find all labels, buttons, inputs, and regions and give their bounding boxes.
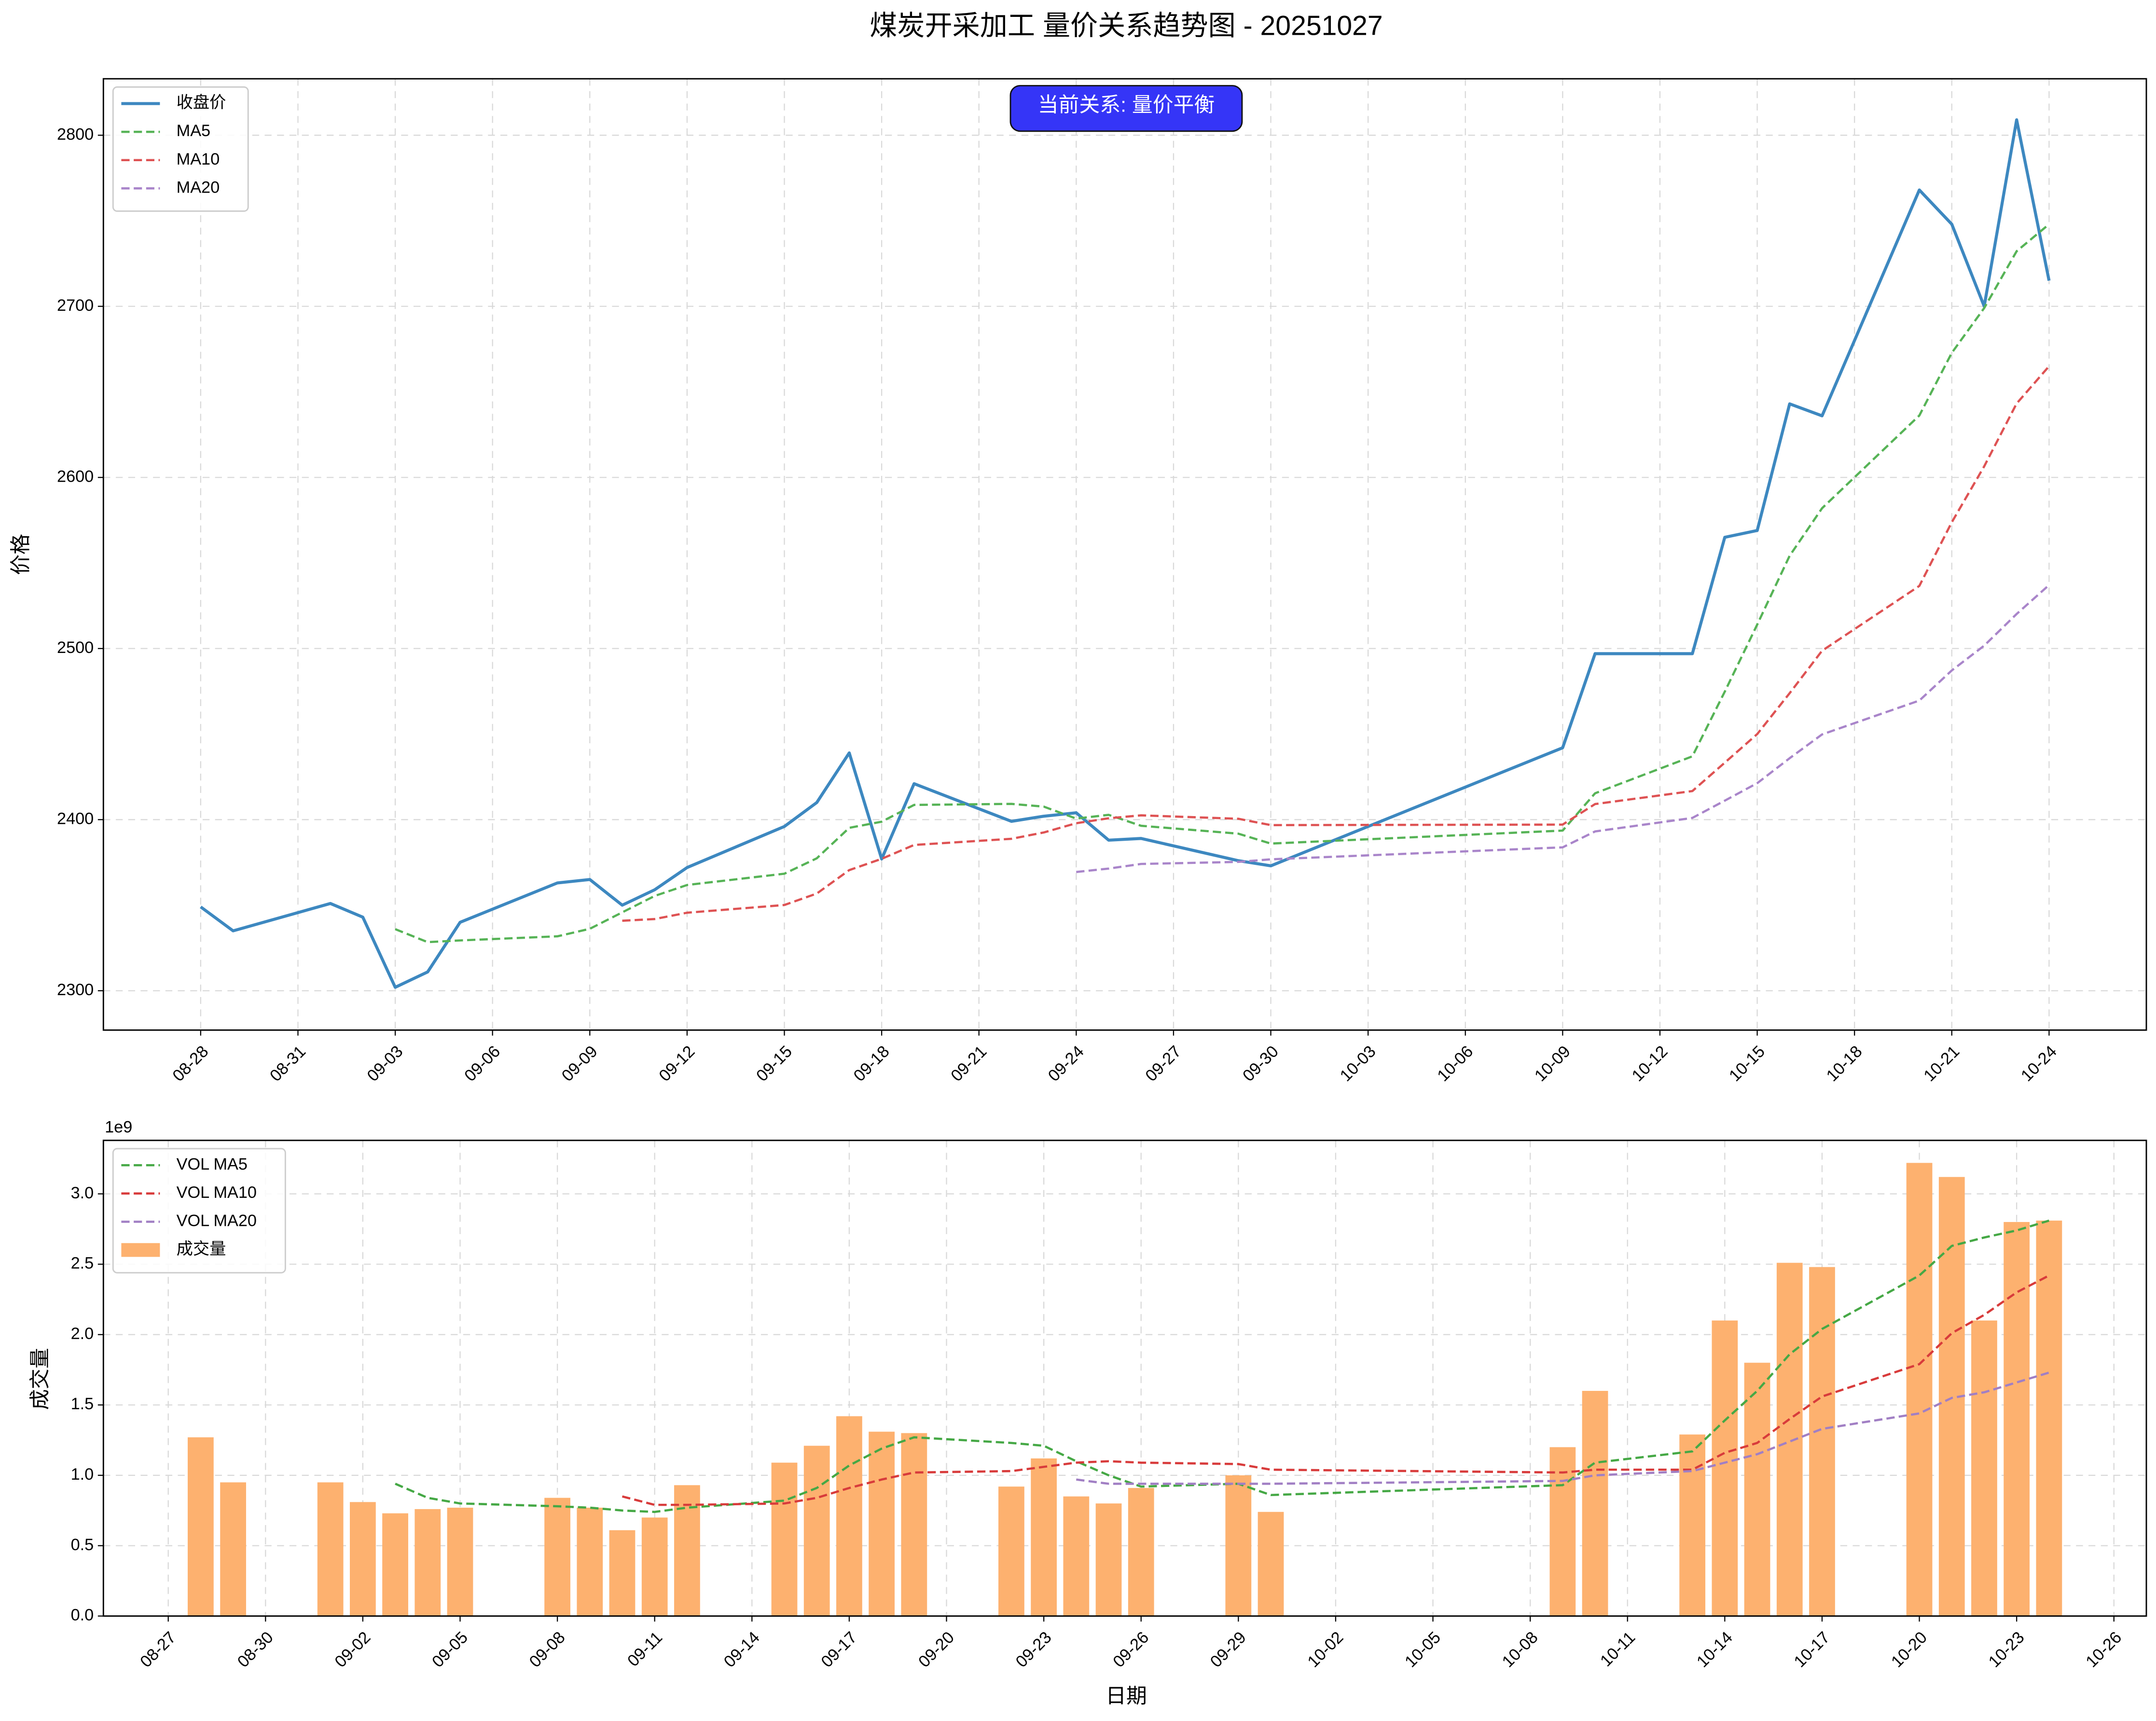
bar (415, 1509, 441, 1616)
bar (641, 1517, 668, 1616)
legend-label: MA10 (177, 150, 220, 168)
bar (382, 1513, 408, 1616)
y-tick-label: 2400 (57, 809, 94, 828)
legend-box (112, 86, 249, 212)
legend-box (112, 1148, 286, 1274)
legend-swatch (121, 1243, 160, 1257)
line-series (622, 1274, 2050, 1506)
y-tick-label: 3.0 (71, 1184, 94, 1202)
y-tick-label: 2700 (57, 296, 94, 315)
bar (609, 1530, 636, 1616)
bar (317, 1482, 344, 1616)
axes-frame (102, 1139, 2147, 1617)
line-series (395, 1219, 2050, 1513)
bar (1679, 1434, 1706, 1616)
annotation-box (1009, 85, 1243, 132)
y-tick-label: 2800 (57, 125, 94, 143)
axes-frame (102, 78, 2147, 1031)
line-series (1076, 584, 2050, 874)
chart-title: 煤炭开采加工 量价关系趋势图 - 20251027 (870, 11, 1382, 42)
bar (577, 1507, 603, 1616)
y-tick-label: 1.0 (71, 1465, 94, 1484)
line-series (395, 223, 2050, 944)
line-series (199, 118, 2051, 989)
legend-label: 成交量 (177, 1240, 226, 1258)
bar (1809, 1267, 1835, 1616)
x-axis-label: 日期 (1106, 1684, 1147, 1707)
bar (1712, 1320, 1738, 1616)
bar (1906, 1163, 1933, 1616)
y-axis-label: 成交量 (28, 1348, 52, 1410)
bar (869, 1431, 895, 1616)
y-tick-label: 2600 (57, 467, 94, 486)
bar (2036, 1221, 2062, 1616)
bar (1549, 1447, 1576, 1616)
bar (1258, 1512, 1284, 1616)
bar (220, 1482, 246, 1616)
y-axis-label: 价格 (9, 534, 32, 575)
bar (1225, 1475, 1252, 1616)
bar (2004, 1222, 2030, 1616)
bar (998, 1486, 1024, 1616)
y-tick-label: 0.0 (71, 1606, 94, 1624)
axis-offset-label: 1e9 (105, 1118, 132, 1136)
bar (1971, 1320, 1997, 1616)
y-tick-label: 2.0 (71, 1324, 94, 1343)
y-tick-label: 2500 (57, 638, 94, 657)
y-tick-label: 0.5 (71, 1536, 94, 1554)
y-tick-label: 2.5 (71, 1254, 94, 1273)
bar (771, 1462, 798, 1616)
annotation-text: 当前关系: 量价平衡 (1038, 94, 1215, 117)
bar (1582, 1390, 1608, 1616)
bar (447, 1507, 473, 1616)
bar (1744, 1362, 1770, 1616)
bar (1128, 1488, 1154, 1616)
line-series (1076, 1371, 2050, 1485)
line-series (622, 365, 2050, 922)
legend-label: VOL MA10 (177, 1183, 257, 1202)
bar (349, 1502, 376, 1616)
legend-label: VOL MA5 (177, 1155, 248, 1173)
legend-label: 收盘价 (177, 94, 226, 112)
bar (1095, 1503, 1122, 1616)
y-tick-label: 1.5 (71, 1395, 94, 1413)
bar (187, 1437, 214, 1616)
bar (1776, 1263, 1803, 1616)
bar (901, 1433, 927, 1616)
legend-label: MA5 (177, 122, 210, 140)
legend-label: MA20 (177, 178, 220, 196)
legend-label: VOL MA20 (177, 1212, 257, 1230)
bar (803, 1445, 830, 1616)
bar (836, 1416, 862, 1616)
y-tick-label: 2300 (57, 981, 94, 999)
bar (544, 1498, 570, 1616)
annotation: 当前关系: 量价平衡 (1009, 85, 1243, 132)
bar (1031, 1458, 1057, 1616)
bar (1063, 1496, 1090, 1616)
